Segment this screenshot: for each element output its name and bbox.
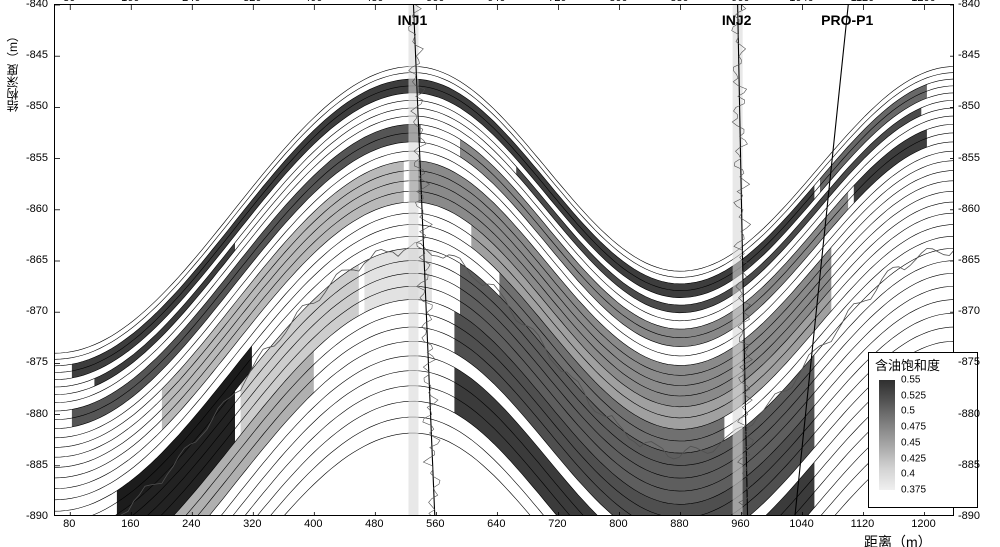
tick-label: 1040 <box>789 518 813 530</box>
legend-tick: 0.425 <box>901 453 926 464</box>
tick-label: -885 <box>18 459 48 471</box>
tick-label: -865 <box>18 254 48 266</box>
tick-label: -850 <box>958 100 980 112</box>
tick-label: -870 <box>958 305 980 317</box>
tick-label: 240 <box>182 518 200 530</box>
well-label: PRO-P1 <box>821 12 873 28</box>
well-label: INJ1 <box>398 12 428 28</box>
legend-colorbar <box>879 380 895 490</box>
tick-label: -840 <box>18 0 48 10</box>
tick-label: 1200 <box>911 518 935 530</box>
tick-label: -880 <box>18 408 48 420</box>
tick-label: -840 <box>958 0 980 10</box>
legend-oil-saturation: 含油饱和度 0.550.5250.50.4750.450.4250.40.375 <box>868 352 978 508</box>
tick-label: -855 <box>18 152 48 164</box>
x-axis-title: 距离（m） <box>864 532 932 547</box>
tick-label: 960 <box>731 518 749 530</box>
tick-label: 1120 <box>851 0 875 4</box>
legend-tick: 0.5 <box>901 406 915 417</box>
tick-label: 1040 <box>789 0 813 4</box>
tick-label: 80 <box>63 518 75 530</box>
legend-colorbar-wrap: 0.550.5250.50.4750.450.4250.40.375 <box>879 380 971 490</box>
tick-label: -880 <box>958 408 980 420</box>
tick-label: 720 <box>548 0 566 4</box>
well-track-band <box>733 5 743 516</box>
tick-label: -860 <box>18 203 48 215</box>
legend-tick: 0.55 <box>901 375 920 386</box>
tick-label: -845 <box>958 49 980 61</box>
tick-label: 640 <box>487 0 505 4</box>
tick-label: 560 <box>426 0 444 4</box>
tick-label: -890 <box>18 510 48 522</box>
tick-label: -870 <box>18 305 48 317</box>
tick-label: 400 <box>304 518 322 530</box>
tick-label: -850 <box>18 100 48 112</box>
tick-label: 160 <box>121 518 139 530</box>
tick-label: 480 <box>365 0 383 4</box>
legend-tick: 0.525 <box>901 390 926 401</box>
tick-label: 400 <box>304 0 322 4</box>
tick-label: -885 <box>958 459 980 471</box>
tick-label: 720 <box>548 518 566 530</box>
tick-label: 1200 <box>911 0 935 4</box>
cross-section-svg <box>55 5 954 516</box>
tick-label: 240 <box>182 0 200 4</box>
legend-tick: 0.4 <box>901 469 915 480</box>
saturation-bands <box>72 79 927 516</box>
legend-tick: 0.475 <box>901 422 926 433</box>
tick-label: 960 <box>731 0 749 4</box>
tick-label: -860 <box>958 203 980 215</box>
tick-label: -875 <box>958 356 980 368</box>
tick-label: 1120 <box>851 518 875 530</box>
tick-label: 480 <box>365 518 383 530</box>
tick-label: 800 <box>609 518 627 530</box>
well-label: INJ2 <box>722 12 752 28</box>
tick-label: -875 <box>18 356 48 368</box>
tick-label: 880 <box>670 0 688 4</box>
tick-label: 320 <box>243 518 261 530</box>
tick-label: 160 <box>121 0 139 4</box>
tick-label: 880 <box>670 518 688 530</box>
legend-tick: 0.375 <box>901 485 926 496</box>
tick-label: 80 <box>63 0 75 4</box>
tick-label: 800 <box>609 0 627 4</box>
cross-section-plot <box>54 4 954 516</box>
tick-label: 320 <box>243 0 261 4</box>
tick-label: 640 <box>487 518 505 530</box>
legend-tick: 0.45 <box>901 437 920 448</box>
tick-label: -865 <box>958 254 980 266</box>
tick-label: -855 <box>958 152 980 164</box>
tick-label: -845 <box>18 49 48 61</box>
tick-label: -890 <box>958 510 980 522</box>
tick-label: 560 <box>426 518 444 530</box>
saturation-band <box>364 248 432 312</box>
